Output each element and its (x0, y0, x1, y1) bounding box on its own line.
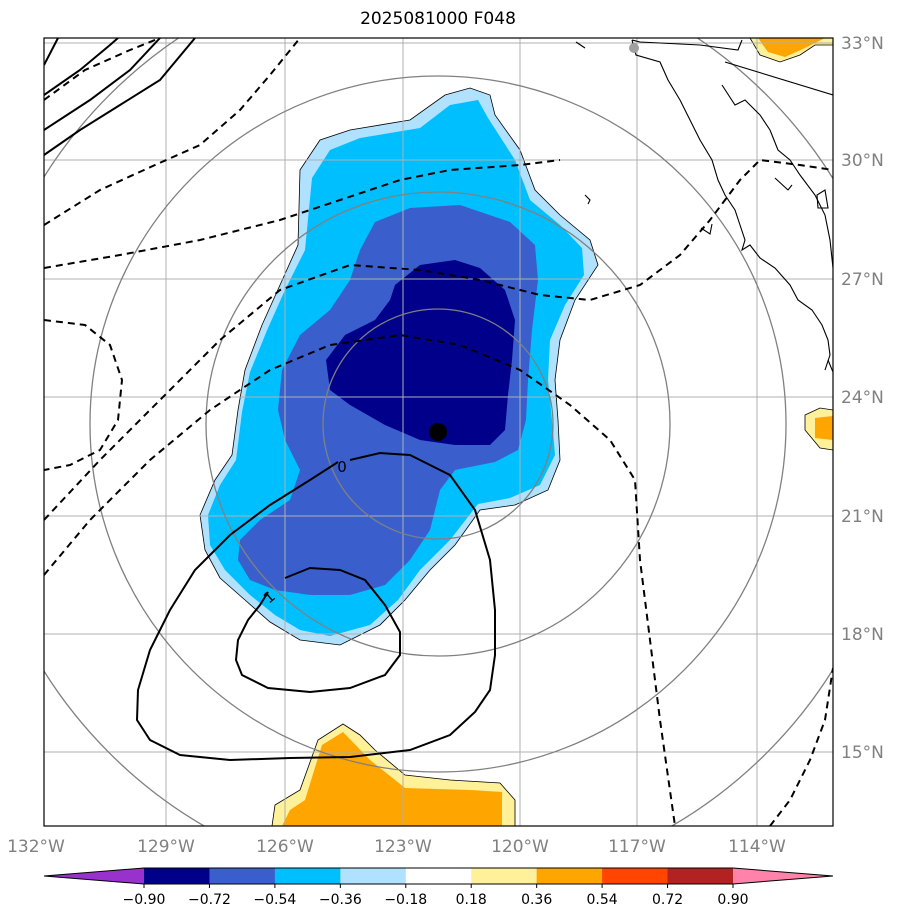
storm-center-dot (429, 423, 447, 441)
solid-contours (44, 38, 496, 762)
positive-anomaly-south (271, 723, 516, 826)
colorbar-tick-label: −0.72 (188, 892, 231, 908)
colorbar-tick-label: 0.18 (456, 892, 487, 908)
colorbar: −0.90 −0.72 −0.54 −0.36 −0.18 0.18 0.36 0.54 0.7… (43, 867, 834, 908)
dashed-contours (44, 38, 833, 826)
colorbar-tick-label: 0.90 (717, 892, 748, 908)
longitude-labels: 132°W 129°W 126°W 123°W 120°W 117°W 114°… (7, 837, 786, 857)
colorbar-segment (471, 868, 538, 884)
colorbar-tick-label: 0.36 (521, 892, 552, 908)
lat-label: 18°N (841, 625, 884, 645)
colorbar-segment (667, 868, 734, 884)
colorbar-segment (274, 868, 341, 884)
colorbar-segment (602, 868, 669, 884)
colorbar-segment (536, 868, 603, 884)
lon-label: 123°W (374, 837, 432, 857)
lon-label: 129°W (137, 837, 195, 857)
colorbar-tick-label: −0.54 (253, 892, 296, 908)
colorbar-tick-label: −0.36 (319, 892, 362, 908)
lon-label: 117°W (608, 837, 666, 857)
colorbar-segment (209, 868, 276, 884)
colorbar-tick-label: −0.90 (123, 892, 166, 908)
colorbar-extend-low (44, 868, 144, 884)
negative-anomaly-region (199, 87, 599, 646)
lat-label: 15°N (841, 743, 884, 763)
colorbar-tick-label: −0.18 (384, 892, 427, 908)
latitude-labels: 33°N 30°N 27°N 24°N 21°N 18°N 15°N (841, 34, 884, 763)
map-layers: 0 1 (44, 38, 833, 826)
lon-label: 120°W (491, 837, 549, 857)
colorbar-tick-label: 0.72 (652, 892, 683, 908)
lat-label: 21°N (841, 507, 884, 527)
map-frame (43, 37, 834, 827)
lat-label: 33°N (841, 34, 884, 54)
lon-label: 126°W (256, 837, 314, 857)
coast-marker-dot (629, 43, 639, 53)
range-rings (44, 38, 833, 826)
colorbar-segment (144, 868, 210, 884)
lon-label: 114°W (728, 837, 786, 857)
coastline (575, 39, 833, 373)
lat-label: 27°N (841, 270, 884, 290)
lat-label: 24°N (841, 388, 884, 408)
colorbar-tick-label: 0.54 (587, 892, 618, 908)
lat-label: 30°N (841, 151, 884, 171)
colorbar-segment (340, 868, 407, 884)
map-title: 2025081000 F048 (360, 9, 516, 29)
lon-label: 132°W (7, 837, 65, 857)
colorbar-extend-high (733, 868, 833, 884)
contour-label-0: 0 (337, 458, 347, 476)
colorbar-segment (405, 868, 472, 884)
